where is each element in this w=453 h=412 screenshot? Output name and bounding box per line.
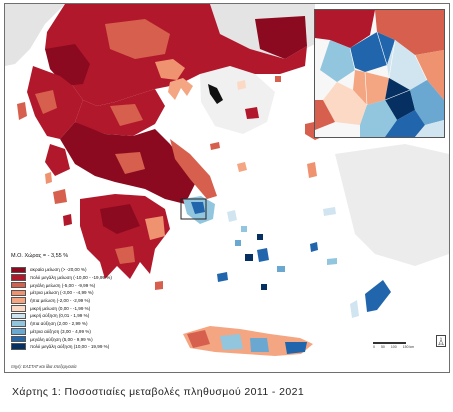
legend-item: μεγάλη μείωση (-5,00 - -9,99 %)	[11, 281, 112, 289]
legend-swatch	[11, 297, 26, 304]
island-syros	[235, 240, 241, 246]
island-kos	[327, 258, 337, 265]
legend-item: πολύ μεγάλη μείωση (-10,00 - -19,99 %)	[11, 274, 112, 282]
scale-segment	[384, 342, 395, 344]
legend-item: μεγάλη αύξηση (5,00 - 9,99 %)	[11, 335, 112, 343]
island-skyros	[237, 162, 247, 172]
scale-label: 150 km	[402, 345, 415, 349]
map-caption: Χάρτης 1: Ποσοστιαίες μεταβολές πληθυσμο…	[12, 386, 305, 398]
region-crete-patch	[220, 334, 243, 350]
legend-label: πολύ μεγάλη μείωση (-10,00 - -19,99 %)	[30, 275, 112, 281]
neighbour-land	[335, 144, 449, 266]
island-mykonos	[257, 234, 263, 240]
island-corfu	[17, 102, 27, 120]
legend-label: μικρή μείωση (0,00 - -1,99 %)	[30, 305, 91, 311]
north-arrow-icon: N	[436, 335, 446, 347]
legend-item: ακραία μείωση (> -20,00 %)	[11, 266, 112, 274]
region-crete-patch	[250, 338, 269, 352]
island-santorini	[261, 284, 267, 290]
island-tinos	[241, 226, 247, 232]
north-label: N	[440, 336, 442, 340]
island-kefalonia	[53, 189, 67, 204]
island-samothraki	[275, 76, 281, 82]
scale-segment	[373, 342, 384, 344]
island-lefkada	[45, 172, 52, 184]
region-peloponnese-patch	[145, 216, 165, 240]
neighbour-land	[5, 4, 65, 66]
map-canvas	[5, 4, 449, 356]
scale-segment	[395, 342, 406, 344]
island-chios	[307, 162, 317, 178]
island-naxos	[257, 248, 269, 262]
country-mean-label: Μ.Ο. Χώρας = - 3,55 %	[11, 253, 69, 259]
legend: ακραία μείωση (> -20,00 %) πολύ μεγάλη μ…	[11, 266, 112, 351]
island-amorgos	[277, 266, 285, 272]
island-dodecanese	[310, 242, 318, 252]
legend-item: μικρή αύξηση (0,01 - 1,99 %)	[11, 312, 112, 320]
lake-dark	[208, 84, 223, 104]
legend-swatch	[11, 281, 26, 289]
island-kythira	[155, 281, 163, 290]
legend-label: μέτρια αύξηση (3,00 - 4,99 %)	[30, 328, 91, 334]
legend-label: μεγάλη μείωση (-5,00 - -9,99 %)	[30, 282, 96, 288]
legend-item: μέτρια μείωση (-3,00 - -4,99 %)	[11, 289, 112, 297]
inset-map-attica	[314, 9, 445, 138]
map-frame: Μ.Ο. Χώρας = - 3,55 % ακραία μείωση (> -…	[4, 3, 450, 373]
region-peloponnese-patch	[100, 204, 140, 234]
island-andros	[227, 210, 237, 222]
scale-label: 50	[380, 345, 385, 349]
island-sporades	[210, 142, 220, 150]
island-samos	[323, 207, 336, 216]
legend-item: ήπια μείωση (-2,00 - -2,99 %)	[11, 297, 112, 305]
island-thasos	[237, 80, 246, 90]
legend-swatch	[11, 335, 26, 343]
legend-label: πολύ μεγάλη αύξηση (10,00 - 19,99 %)	[30, 344, 110, 350]
legend-item: μικρή μείωση (0,00 - -1,99 %)	[11, 304, 112, 312]
legend-swatch	[11, 320, 26, 327]
region-central-patch	[115, 152, 145, 174]
region-thrace-east	[255, 16, 307, 59]
legend-swatch	[11, 312, 26, 320]
region-crete-patch	[285, 342, 307, 354]
region-macedonia-patch	[105, 19, 170, 59]
island-zakynthos	[63, 214, 72, 226]
legend-label: ήπια μείωση (-2,00 - -2,99 %)	[30, 298, 91, 304]
region-crete-patch	[187, 330, 210, 348]
region-thessaly-patch	[110, 104, 143, 126]
legend-swatch	[11, 305, 26, 312]
island-milos	[217, 272, 228, 282]
legend-swatch	[11, 274, 26, 281]
scale-bar: 0 50 100 150 km	[373, 342, 414, 349]
legend-label: μέτρια μείωση (-3,00 - -4,99 %)	[30, 290, 94, 296]
legend-item: μέτρια αύξηση (3,00 - 4,99 %)	[11, 328, 112, 336]
legend-swatch	[11, 289, 26, 297]
island-lemnos	[245, 107, 259, 119]
region-peloponnese-patch	[115, 246, 135, 264]
scale-label: 0	[373, 345, 375, 349]
region-chalkidiki	[168, 78, 193, 100]
legend-label: μεγάλη αύξηση (5,00 - 9,99 %)	[30, 336, 93, 342]
island-karpathos	[350, 300, 359, 318]
legend-item: πολύ μεγάλη αύξηση (10,00 - 19,99 %)	[11, 343, 112, 351]
region-aitoloakarnania	[45, 144, 70, 176]
neighbour-land	[200, 66, 275, 134]
legend-swatch	[11, 328, 26, 335]
region-euboea	[170, 139, 217, 199]
island-paros	[245, 254, 253, 261]
source-note: πηγή: ΕΛΣΤΑΤ και ίδια επεξεργασία	[11, 364, 77, 369]
island-rhodes	[365, 280, 391, 312]
legend-label: ακραία μείωση (> -20,00 %)	[30, 267, 87, 273]
region-attica-patch	[191, 202, 205, 214]
legend-label: μικρή αύξηση (0,01 - 1,99 %)	[30, 313, 90, 319]
legend-swatch	[11, 266, 26, 274]
region-crete	[183, 326, 313, 356]
scale-label: 100	[390, 345, 397, 349]
region-epirus-patch	[35, 90, 57, 114]
region-thessaloniki	[155, 59, 185, 80]
legend-swatch	[11, 343, 26, 350]
legend-label: ήπια αύξηση (2,00 - 2,99 %)	[30, 321, 88, 327]
legend-item: ήπια αύξηση (2,00 - 2,99 %)	[11, 320, 112, 328]
inset-reference-box	[180, 198, 207, 220]
